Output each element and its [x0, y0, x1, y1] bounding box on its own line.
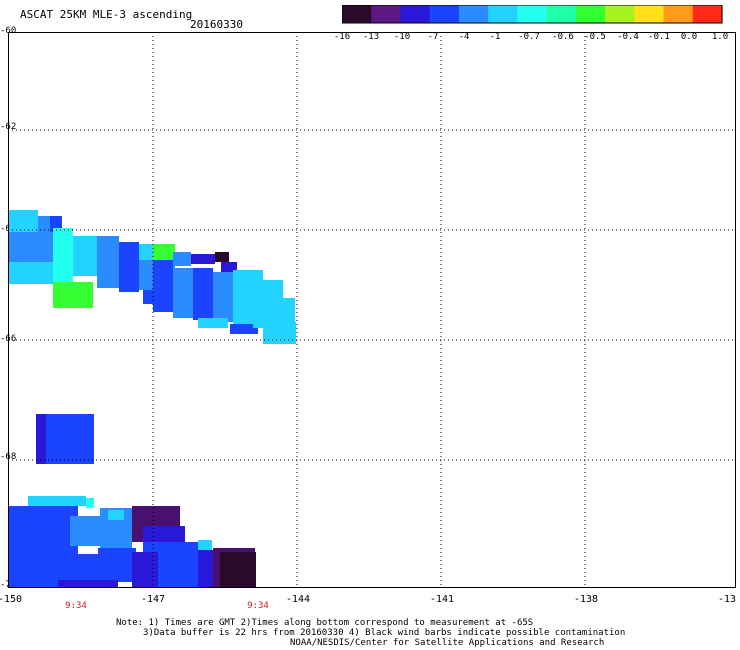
swath-cell — [108, 510, 124, 520]
swath-cell — [53, 282, 93, 308]
swath-cell — [28, 496, 86, 506]
lon-label: -150 — [0, 594, 23, 605]
scale-label: -16 — [333, 32, 351, 42]
color-scale-bar — [341, 4, 723, 24]
scale-label: -1 — [489, 32, 501, 42]
scale-label: -0.4 — [617, 32, 639, 42]
scale-label: -0.6 — [552, 32, 574, 42]
time-marker: 9:34 — [247, 601, 269, 611]
color-scale-cell — [546, 5, 577, 23]
color-scale-cell — [692, 5, 723, 23]
lon-label: -147 — [140, 594, 166, 605]
scale-label: -4 — [458, 32, 470, 42]
swath-cell — [73, 236, 97, 276]
swath-cell — [220, 552, 256, 588]
scale-label: -0.7 — [518, 32, 540, 42]
color-scale-cell — [429, 5, 460, 23]
swath-cell — [173, 268, 193, 318]
swath-cell — [53, 228, 73, 268]
scale-label: 0.0 — [680, 32, 698, 42]
color-scale-cell — [517, 5, 548, 23]
color-scale-cell — [663, 5, 694, 23]
swath-cell — [97, 236, 119, 288]
swath-cell — [215, 252, 229, 262]
scale-label: -13 — [362, 32, 380, 42]
time-marker: 9:34 — [65, 601, 87, 611]
lon-label: -141 — [429, 594, 455, 605]
scale-label: -0.5 — [584, 32, 606, 42]
swath-cell — [278, 322, 296, 344]
swath-cell — [8, 210, 38, 232]
scale-label: -10 — [393, 32, 411, 42]
swath-cell — [53, 268, 73, 282]
color-scale-cell — [342, 5, 372, 23]
swath-cell — [58, 580, 118, 588]
lon-label: -13 — [717, 594, 737, 605]
color-scale: -16 -13 -10 -7 -4 -1 -0.7 -0.6 -0.5 -0.4… — [334, 4, 728, 42]
color-scale-cell — [458, 5, 489, 23]
color-scale-cell — [488, 5, 518, 23]
color-scale-cell — [605, 5, 635, 23]
scale-label: -7 — [427, 32, 439, 42]
swath-cell — [193, 268, 213, 320]
map-plot-area — [8, 32, 736, 588]
swath-cell — [213, 272, 233, 322]
color-scale-cell — [371, 5, 402, 23]
swath-cell — [70, 516, 100, 546]
swath-cell — [198, 318, 228, 328]
color-scale-cell — [634, 5, 665, 23]
swath-cell — [153, 290, 173, 312]
lon-label: -144 — [285, 594, 311, 605]
plot-border — [8, 32, 736, 588]
swath-cell — [8, 506, 38, 588]
swath-cell — [119, 242, 139, 292]
swath-cell — [153, 260, 173, 290]
swath-cell — [86, 498, 94, 508]
map-title: ASCAT 25KM MLE-3 ascending — [20, 8, 193, 21]
note-line-3: NOAA/NESDIS/Center for Satellite Applica… — [290, 638, 605, 648]
swath-cell — [230, 324, 258, 334]
swath-cell — [191, 254, 215, 264]
swath-cell — [98, 548, 136, 582]
swath-cell — [8, 232, 53, 262]
color-scale-cell — [575, 5, 606, 23]
swath-cell — [38, 216, 50, 232]
swath-cell — [132, 552, 158, 588]
swath-cell — [36, 414, 46, 464]
swath-cell — [153, 244, 175, 260]
lon-label: -138 — [573, 594, 599, 605]
wind-swath-cells — [8, 210, 296, 588]
note-line-2: 3)Data buffer is 22 hrs from 20160330 4)… — [143, 628, 626, 638]
color-scale-cell — [400, 5, 431, 23]
map-date: 20160330 — [190, 18, 243, 31]
scale-label: 1.0 — [711, 32, 729, 42]
swath-cell — [173, 252, 191, 266]
swath-cell — [139, 244, 153, 260]
lat-label: -60 — [0, 26, 17, 36]
scale-label: -0.1 — [648, 32, 670, 42]
swath-cell — [8, 262, 53, 284]
note-line-1: Note: 1) Times are GMT 2)Times along bot… — [116, 618, 534, 628]
